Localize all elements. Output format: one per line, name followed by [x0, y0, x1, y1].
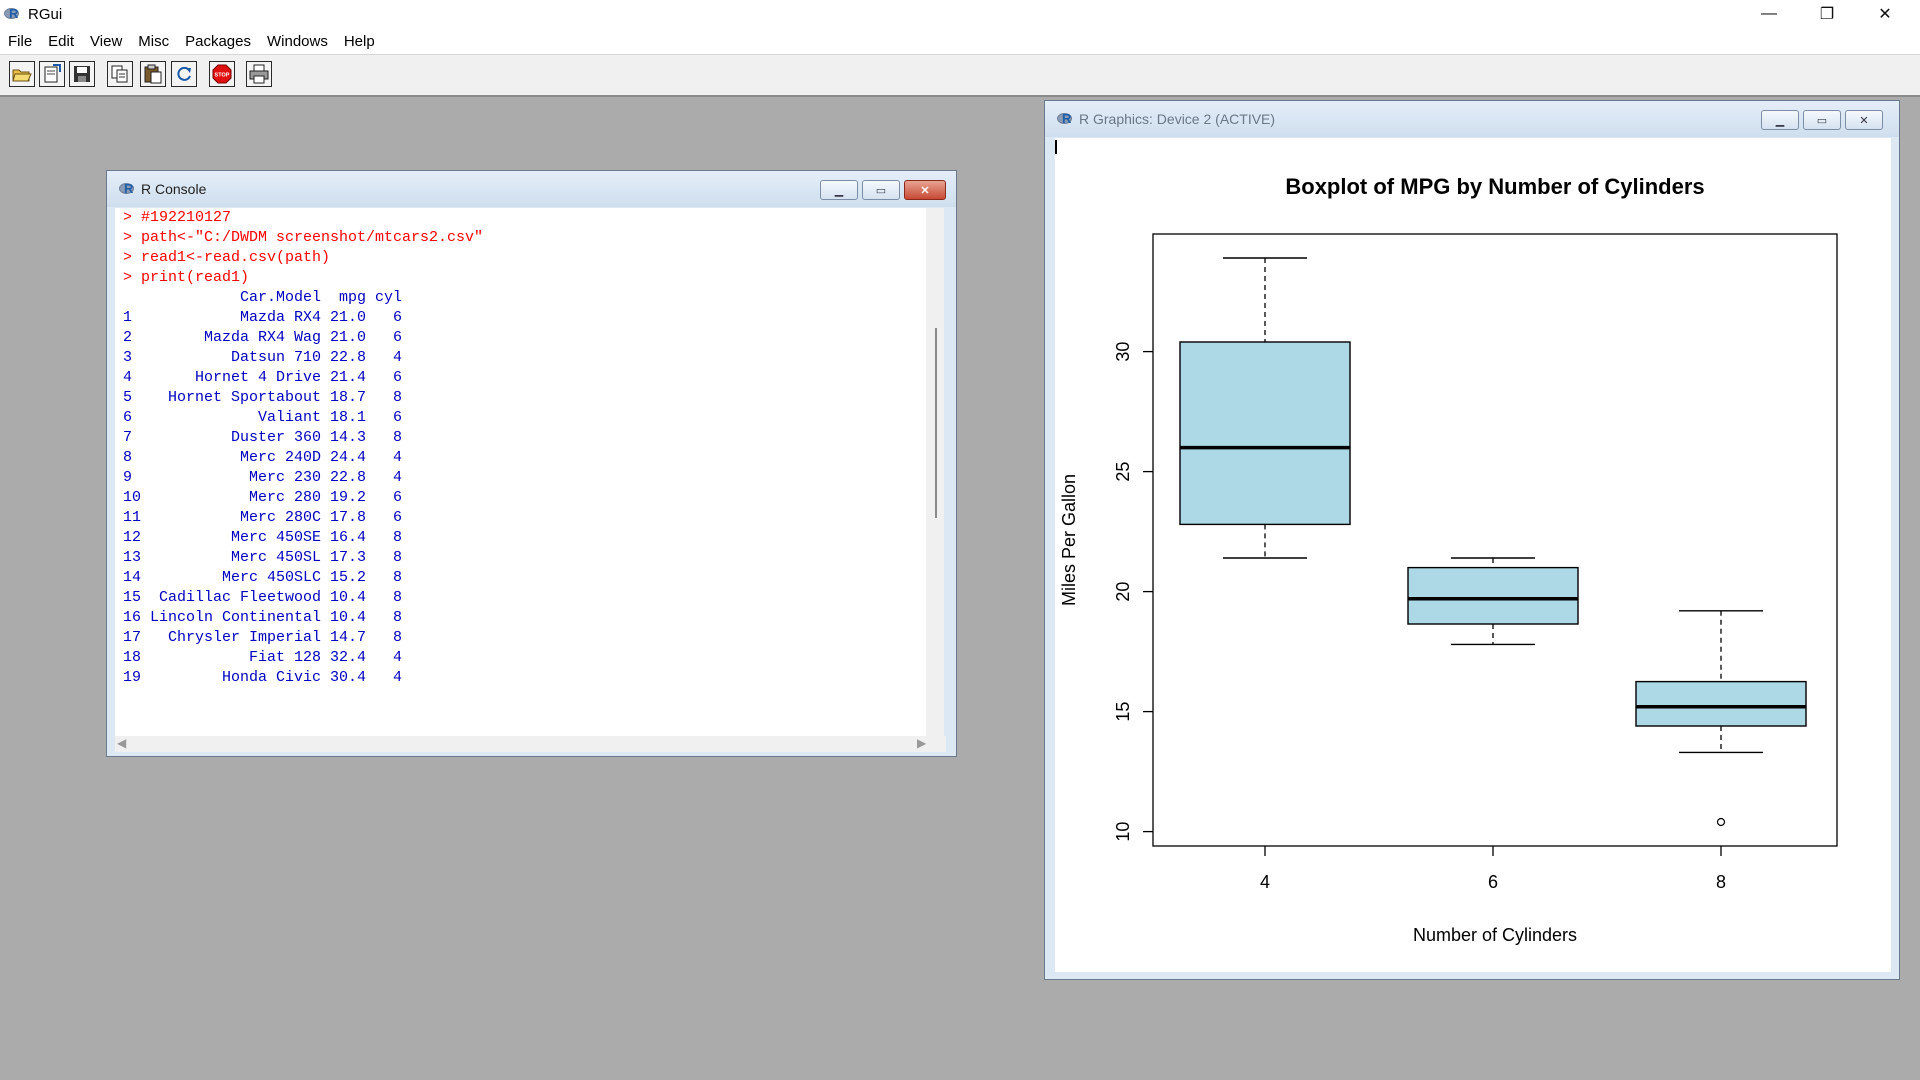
- console-output-line: 7 Duster 360 14.3 8: [123, 429, 403, 446]
- console-lines: > #192210127 > path<-"C:/DWDM screenshot/…: [123, 208, 483, 688]
- print-icon: [249, 64, 269, 84]
- save-button[interactable]: [69, 61, 95, 87]
- console-maximize-button[interactable]: ▭: [862, 180, 900, 200]
- boxplot-chart: Boxplot of MPG by Number of Cylinders 10 1…: [1059, 174, 1838, 945]
- graphics-minimize-button[interactable]: ▁: [1761, 110, 1799, 130]
- console-output-line: 6 Valiant 18.1 6: [123, 409, 403, 426]
- scroll-right-arrow-icon[interactable]: ▶: [917, 736, 927, 750]
- plot-frame: [1152, 233, 1838, 847]
- console-close-button[interactable]: ✕: [904, 180, 946, 200]
- console-output-line: 4 Hornet 4 Drive 21.4 6: [123, 369, 403, 386]
- box-8: [1635, 680, 1807, 727]
- console-minimize-button[interactable]: ▁: [820, 180, 858, 200]
- console-vertical-scrollbar[interactable]: [926, 208, 944, 736]
- console-command-line: > #192210127: [123, 209, 232, 226]
- load-workspace-button[interactable]: [39, 61, 65, 87]
- y-axis-label: Miles Per Gallon: [1059, 474, 1079, 606]
- r-logo-icon: R: [4, 6, 22, 22]
- app-title-bar: R RGui — ❐ ✕: [0, 0, 1920, 28]
- console-horizontal-scrollbar[interactable]: ◀ ▶: [115, 736, 946, 752]
- menu-edit[interactable]: Edit: [48, 32, 75, 50]
- y-tick-label: 25: [1113, 462, 1133, 482]
- console-output-line: 2 Mazda RX4 Wag 21.0 6: [123, 329, 403, 346]
- svg-text:STOP: STOP: [215, 73, 230, 79]
- text-cursor: [1055, 140, 1057, 154]
- console-output-line: 10 Merc 280 19.2 6: [123, 489, 403, 506]
- console-output-line: Car.Model mpg cyl: [123, 289, 403, 306]
- close-button[interactable]: ✕: [1878, 6, 1892, 23]
- chart-title: Boxplot of MPG by Number of Cylinders: [1285, 174, 1704, 199]
- copy-icon: [111, 65, 128, 83]
- console-output-line: 12 Merc 450SE 16.4 8: [123, 529, 403, 546]
- paste-icon: [144, 64, 162, 84]
- x-tick-label: 6: [1488, 872, 1498, 892]
- console-title-bar[interactable]: R R Console ▁ ▭ ✕: [107, 171, 956, 207]
- menu-view[interactable]: View: [90, 32, 123, 50]
- menu-misc[interactable]: Misc: [138, 32, 170, 50]
- menu-bar: File Edit View Misc Packages Windows Hel…: [0, 28, 1920, 54]
- console-command-line: > read1<-read.csv(path): [123, 249, 331, 266]
- menu-packages[interactable]: Packages: [185, 32, 251, 50]
- restore-button[interactable]: ❐: [1819, 6, 1835, 23]
- graphics-maximize-button[interactable]: ▭: [1803, 110, 1841, 130]
- plot-canvas[interactable]: Boxplot of MPG by Number of Cylinders 10 1…: [1055, 138, 1891, 972]
- graphics-title-bar[interactable]: R R Graphics: Device 2 (ACTIVE) ▁ ▭ ✕: [1045, 101, 1899, 137]
- menu-help[interactable]: Help: [343, 32, 375, 50]
- refresh-button[interactable]: [171, 61, 197, 87]
- console-output-line: 14 Merc 450SLC 15.2 8: [123, 569, 403, 586]
- toolbar: STOP: [0, 54, 1920, 97]
- x-axis-label: Number of Cylinders: [1413, 925, 1577, 945]
- console-output-line: 11 Merc 280C 17.8 6: [123, 509, 403, 526]
- menu-windows[interactable]: Windows: [266, 32, 328, 50]
- load-workspace-icon: [44, 64, 61, 83]
- console-window: R R Console ▁ ▭ ✕ > #192210127 > path<-"C…: [106, 170, 957, 757]
- y-tick-label: 20: [1113, 582, 1133, 602]
- console-output-area[interactable]: > #192210127 > path<-"C:/DWDM screenshot/…: [115, 208, 944, 736]
- x-tick-label: 4: [1260, 872, 1270, 892]
- console-command-line: > print(read1): [123, 269, 250, 286]
- console-output-line: 16 Lincoln Continental 10.4 8: [123, 609, 403, 626]
- box-4: [1179, 341, 1351, 526]
- paste-button[interactable]: [140, 61, 166, 87]
- graphics-close-button[interactable]: ✕: [1845, 110, 1883, 130]
- outlier-point: [1716, 817, 1726, 827]
- graphics-window: R R Graphics: Device 2 (ACTIVE) ▁ ▭ ✕ Bo…: [1044, 100, 1900, 980]
- print-button[interactable]: [246, 61, 272, 87]
- r-logo-icon: R: [1057, 111, 1075, 127]
- console-output-line: 18 Fiat 128 32.4 4: [123, 649, 403, 666]
- menu-file[interactable]: File: [8, 32, 33, 50]
- console-output-line: 3 Datsun 710 22.8 4: [123, 349, 403, 366]
- console-output-line: 17 Chrysler Imperial 14.7 8: [123, 629, 403, 646]
- graphics-title: R Graphics: Device 2 (ACTIVE): [1079, 111, 1276, 127]
- refresh-icon: [177, 66, 191, 81]
- y-tick-label: 30: [1113, 342, 1133, 362]
- console-output-line: 15 Cadillac Fleetwood 10.4 8: [123, 589, 403, 606]
- console-output-line: 8 Merc 240D 24.4 4: [123, 449, 403, 466]
- r-logo-icon: R: [119, 181, 137, 197]
- save-icon: [74, 66, 90, 82]
- open-script-icon: [12, 69, 32, 82]
- minimize-button[interactable]: —: [1761, 5, 1777, 22]
- console-title: R Console: [141, 181, 207, 197]
- y-tick-label: 15: [1113, 702, 1133, 722]
- scroll-left-arrow-icon[interactable]: ◀: [117, 736, 127, 750]
- y-tick-label: 10: [1113, 822, 1133, 842]
- console-command-line: > path<-"C:/DWDM screenshot/mtcars2.csv": [123, 229, 484, 246]
- box-6: [1407, 566, 1579, 625]
- console-output-line: 5 Hornet Sportabout 18.7 8: [123, 389, 403, 406]
- x-tick-label: 8: [1716, 872, 1726, 892]
- stop-icon: STOP: [212, 64, 232, 84]
- console-output-line: 9 Merc 230 22.8 4: [123, 469, 403, 486]
- console-output-line: 13 Merc 450SL 17.3 8: [123, 549, 403, 566]
- console-scroll-thumb[interactable]: [935, 328, 937, 518]
- app-title: RGui: [28, 5, 63, 23]
- copy-button[interactable]: [107, 61, 133, 87]
- stop-button[interactable]: STOP: [209, 61, 235, 87]
- open-script-button[interactable]: [9, 61, 35, 87]
- console-output-line: 19 Honda Civic 30.4 4: [123, 669, 403, 686]
- console-output-line: 1 Mazda RX4 21.0 6: [123, 309, 403, 326]
